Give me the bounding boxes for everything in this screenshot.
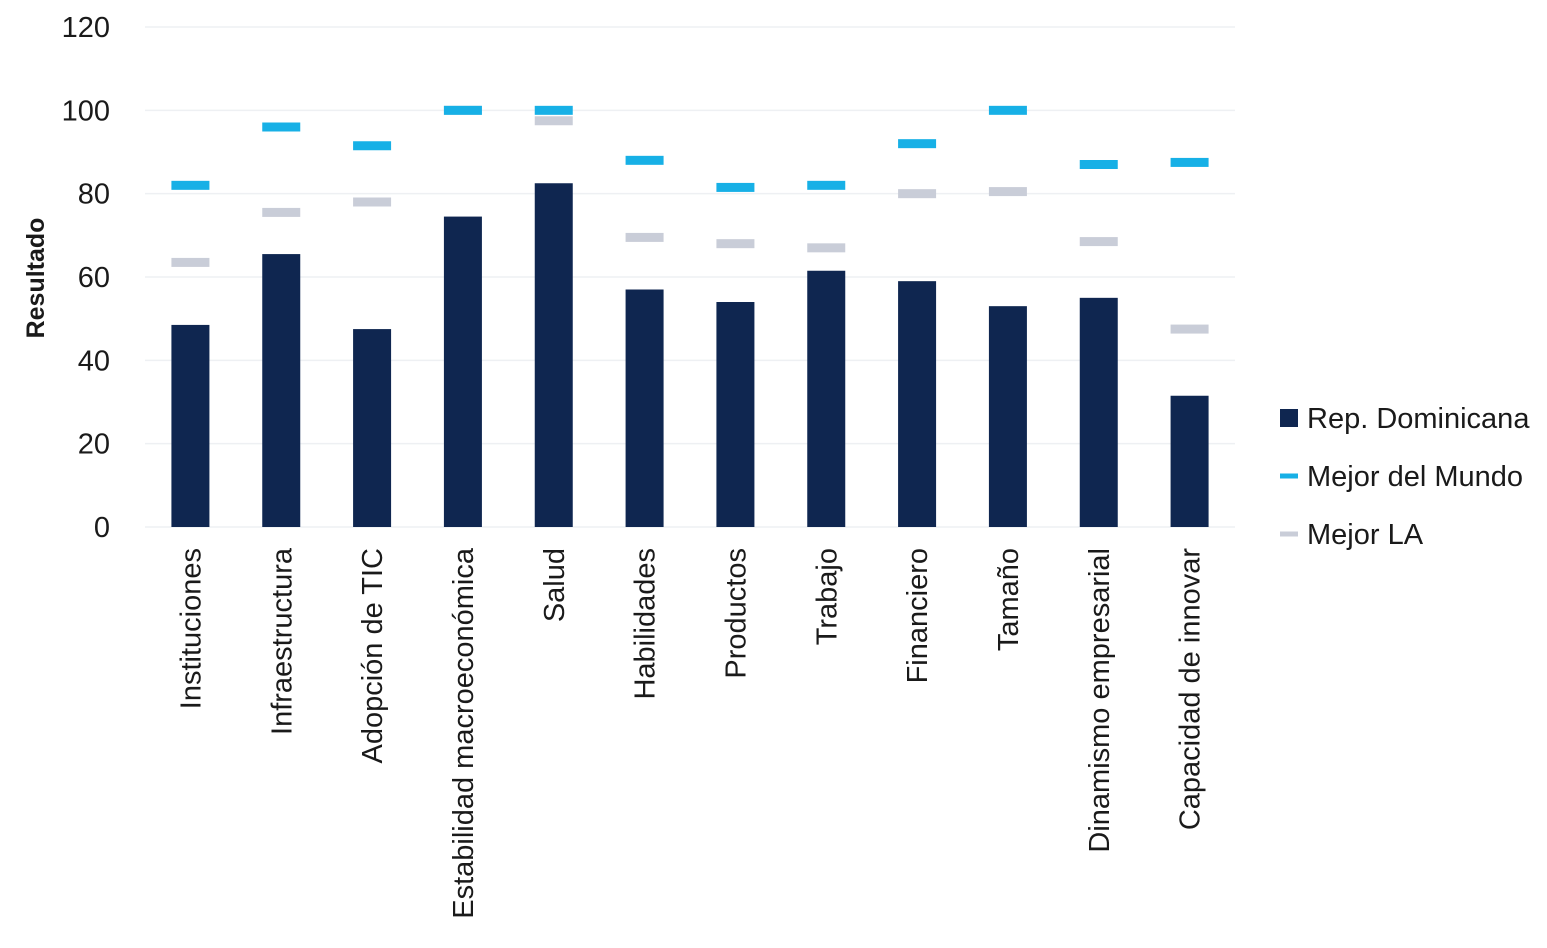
gridlines (145, 26, 1235, 528)
marker-mejor-la (988, 187, 1027, 197)
bar-rep-dominicana (443, 216, 482, 528)
bar-rep-dominicana (898, 281, 937, 527)
legend-swatch-marker (1280, 473, 1298, 479)
bar-rep-dominicana (716, 302, 755, 527)
legend: Rep. Dominicana Mejor del Mundo Mejor LA (1280, 403, 1530, 551)
marker-mejor-del-mundo (171, 180, 210, 190)
bar-rep-dominicana (171, 324, 210, 527)
marker-mejor-la (1079, 237, 1118, 247)
marker-mejor-del-mundo (1079, 160, 1118, 169)
markers (171, 105, 1209, 334)
y-axis-ticks: 0 20 40 60 80 100 120 (62, 12, 110, 544)
marker-mejor-la (534, 116, 573, 126)
marker-mejor-del-mundo (898, 139, 937, 149)
x-category-label: Capacidad de innovar (1175, 548, 1207, 830)
y-tick-label: 40 (78, 345, 110, 377)
bar-rep-dominicana (807, 270, 846, 527)
marker-mejor-la (716, 239, 755, 249)
legend-label: Rep. Dominicana (1307, 403, 1530, 435)
y-tick-label: 0 (94, 512, 110, 544)
y-tick-label: 80 (78, 179, 110, 211)
marker-mejor-la (898, 189, 937, 199)
x-category-label: Tamaño (993, 548, 1025, 651)
x-category-label: Instituciones (175, 548, 207, 709)
x-category-label: Financiero (902, 548, 934, 683)
x-category-label: Infraestructura (266, 547, 298, 735)
bars (171, 183, 1209, 528)
x-category-label: Productos (720, 548, 752, 679)
marker-mejor-la (353, 197, 392, 207)
bar-rep-dominicana (534, 183, 573, 527)
x-category-label: Salud (539, 548, 571, 622)
marker-mejor-del-mundo (353, 141, 392, 151)
x-category-label: Adopción de TIC (357, 548, 389, 764)
legend-label: Mejor LA (1307, 519, 1424, 551)
y-tick-label: 20 (78, 429, 110, 461)
legend-swatch-bar (1280, 409, 1298, 427)
bar-rep-dominicana (262, 254, 301, 528)
x-category-label: Habilidades (630, 548, 662, 700)
y-tick-label: 60 (78, 262, 110, 294)
y-axis-title: Resultado (22, 218, 50, 339)
marker-mejor-la (807, 243, 846, 253)
marker-mejor-del-mundo (625, 155, 664, 165)
marker-mejor-del-mundo (807, 180, 846, 190)
bar-rep-dominicana (988, 306, 1027, 527)
y-tick-label: 120 (62, 12, 110, 44)
marker-mejor-la (625, 232, 664, 242)
marker-mejor-del-mundo (988, 105, 1027, 115)
marker-mejor-la (1170, 324, 1209, 334)
x-category-label: Trabajo (811, 548, 843, 645)
marker-mejor-del-mundo (262, 122, 301, 132)
y-tick-label: 100 (62, 95, 110, 127)
marker-mejor-del-mundo (716, 182, 755, 192)
legend-label: Mejor del Mundo (1307, 461, 1523, 493)
bar-rep-dominicana (353, 329, 392, 527)
marker-mejor-la (171, 257, 210, 267)
legend-swatch-marker (1280, 531, 1298, 537)
bar-rep-dominicana (1170, 395, 1209, 527)
bar-rep-dominicana (625, 289, 664, 527)
marker-mejor-del-mundo (1170, 157, 1209, 167)
x-category-label: Estabilidad macroeconómica (448, 547, 480, 919)
x-axis-ticks: Instituciones Infraestructura Adopción de … (175, 547, 1206, 919)
bar-rep-dominicana (1079, 297, 1118, 527)
x-category-label: Dinamismo empresarial (1084, 548, 1116, 853)
marker-mejor-la (262, 207, 301, 217)
marker-mejor-del-mundo (534, 105, 573, 115)
marker-mejor-del-mundo (443, 105, 482, 115)
